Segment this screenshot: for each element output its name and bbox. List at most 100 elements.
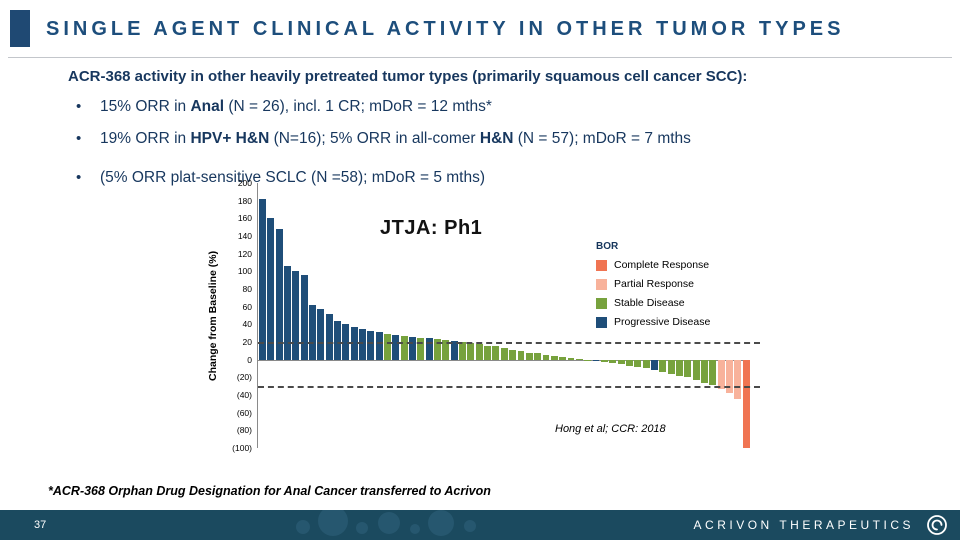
- waterfall-bar: [600, 359, 608, 363]
- waterfall-bar: [534, 353, 542, 360]
- waterfall-bar: [375, 332, 383, 360]
- waterfall-bar: [650, 359, 658, 371]
- waterfall-bar: [617, 359, 625, 365]
- waterfall-bar: [592, 359, 600, 362]
- bullet-text-bold: H&N: [479, 130, 514, 148]
- waterfall-bar: [709, 359, 717, 386]
- legend-entry: Partial Response: [596, 278, 710, 290]
- waterfall-bar: [309, 304, 316, 360]
- legend-swatch: [596, 297, 607, 309]
- footer-bubble: [296, 520, 310, 534]
- bullet-text-bold: HPV+ H&N: [190, 130, 270, 148]
- legend-entry: Complete Response: [596, 259, 710, 271]
- zero-axis-line: [258, 359, 750, 361]
- waterfall-bar: [584, 359, 592, 362]
- waterfall-bar: [434, 339, 442, 360]
- bullet-item-1: 15% ORR in Anal (N = 26), incl. 1 CR; mD…: [68, 96, 936, 118]
- waterfall-bar: [392, 334, 400, 360]
- legend-title: BOR: [596, 241, 619, 252]
- y-tick-label: (60): [236, 407, 252, 418]
- waterfall-bar: [525, 352, 533, 360]
- y-tick-label: 20: [242, 337, 252, 347]
- waterfall-bar: [692, 359, 700, 380]
- legend-swatch: [596, 259, 607, 271]
- waterfall-bar: [717, 359, 725, 389]
- waterfall-bar: [325, 313, 333, 360]
- footer-bubble: [410, 524, 420, 534]
- waterfall-bar: [284, 266, 291, 360]
- waterfall-bar: [442, 340, 450, 360]
- waterfall-bar: [275, 228, 283, 360]
- waterfall-bar: [367, 330, 375, 360]
- legend-label: Progressive Disease: [614, 316, 711, 328]
- waterfall-bar: [675, 359, 683, 376]
- y-tick-label: (20): [236, 372, 252, 383]
- waterfall-bar: [417, 337, 425, 360]
- bullet-text: 15% ORR in: [100, 97, 191, 115]
- waterfall-bar: [517, 350, 525, 360]
- legend-entries: Complete Response Partial Response Stable …: [596, 259, 710, 328]
- waterfall-bar: [267, 218, 275, 360]
- y-axis: 200 180 160 140 120 100 80 60 40 20 0 (20) (40) (60)(…: [221, 179, 257, 452]
- slide-title: SINGLE AGENT CLINICAL ACTIVITY IN OTHER …: [46, 17, 845, 40]
- waterfall-bar: [734, 359, 742, 400]
- waterfall-bar: [259, 198, 266, 360]
- acrivon-logo-icon: [927, 515, 947, 535]
- header-accent-square: [10, 10, 30, 47]
- bullet-text: (N = 57); mDoR = 7 mths: [513, 130, 691, 148]
- waterfall-bar: [509, 349, 517, 360]
- waterfall-bar: [742, 359, 750, 448]
- bullet-text: 19% ORR in: [100, 130, 191, 148]
- y-tick-label: 120: [237, 248, 252, 259]
- bullet-item-2: 19% ORR in HPV+ H&N (N=16); 5% ORR in al…: [68, 128, 936, 150]
- waterfall-bar: [500, 348, 508, 360]
- y-tick-label: (80): [236, 425, 252, 436]
- waterfall-bar: [475, 343, 483, 360]
- slide-footer: 37 ACRIVON THERAPEUTICS: [0, 510, 960, 540]
- y-tick-label: 200: [237, 178, 252, 188]
- footer-bubble: [428, 510, 454, 536]
- legend-label: Partial Response: [614, 278, 694, 290]
- waterfall-bar: [317, 309, 325, 360]
- chart-title: JTJA: Ph1: [380, 217, 483, 239]
- waterfall-bar: [609, 359, 617, 364]
- waterfall-bar: [684, 359, 692, 378]
- y-tick-label: 40: [242, 319, 252, 330]
- bullet-text: (N = 26), incl. 1 CR; mDoR = 12 mths*: [224, 97, 492, 115]
- waterfall-bar: [484, 345, 492, 360]
- waterfall-chart: Change from Baseline (%) 200 180 160 140 120…: [205, 179, 760, 463]
- waterfall-bar: [567, 357, 575, 360]
- waterfall-bar: [725, 359, 733, 394]
- waterfall-bar: [334, 320, 341, 360]
- y-tick-label: 60: [242, 301, 252, 312]
- y-tick-label: 100: [237, 266, 252, 277]
- y-tick-label: (40): [236, 390, 252, 400]
- y-tick-label: (100): [232, 443, 252, 453]
- legend-label: Stable Disease: [614, 297, 685, 309]
- legend-swatch: [596, 278, 607, 290]
- bullet-list: 15% ORR in Anal (N = 26), incl. 1 CR; mD…: [68, 96, 936, 189]
- legend-entry: Progressive Disease: [596, 316, 710, 328]
- waterfall-bar: [384, 334, 392, 360]
- legend-label: Complete Response: [614, 259, 710, 271]
- company-name: ACRIVON THERAPEUTICS: [693, 518, 914, 532]
- waterfall-bar: [642, 359, 650, 369]
- footer-bubble: [378, 512, 400, 534]
- y-tick-label: 80: [242, 284, 252, 294]
- bullet-item-3: (5% ORR plat-sensitive SCLC (N =58); mDo…: [68, 167, 936, 189]
- waterfall-bar: [342, 324, 350, 360]
- waterfall-bar: [300, 274, 308, 360]
- reference-dashed-line: [258, 342, 760, 344]
- waterfall-bar: [492, 346, 500, 360]
- waterfall-bar: [575, 358, 583, 361]
- y-tick-label: 160: [237, 213, 252, 224]
- bullet-text-bold: Anal: [190, 97, 225, 115]
- footer-bubble: [464, 520, 476, 532]
- chart-citation: Hong et al; CCR: 2018: [555, 423, 666, 435]
- waterfall-bar: [459, 342, 467, 360]
- legend-entry: Stable Disease: [596, 297, 710, 309]
- lead-line: ACR-368 activity in other heavily pretre…: [68, 68, 748, 85]
- waterfall-bar: [667, 359, 675, 374]
- footer-bubble: [356, 522, 368, 534]
